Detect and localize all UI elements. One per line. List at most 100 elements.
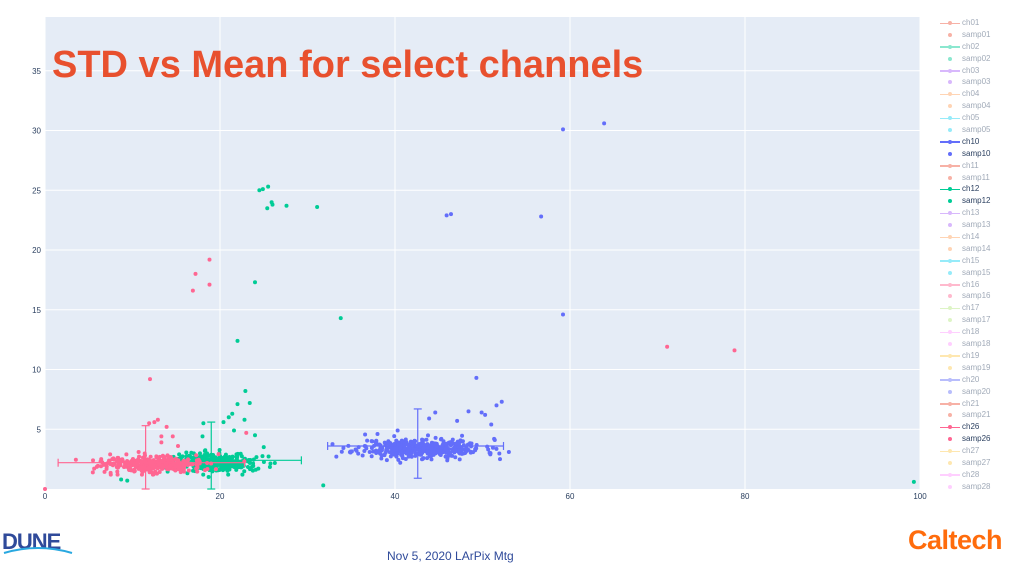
legend-item-ch10[interactable]: ch10 <box>936 136 1024 148</box>
legend-item-samp12[interactable]: samp12 <box>936 195 1024 207</box>
legend-symbol-icon <box>938 148 960 160</box>
legend-item-ch02[interactable]: ch02 <box>936 41 1024 53</box>
legend-symbol-icon <box>938 338 960 350</box>
legend-item-ch13[interactable]: ch13 <box>936 207 1024 219</box>
legend-item-samp20[interactable]: samp20 <box>936 386 1024 398</box>
legend-item-samp21[interactable]: samp21 <box>936 409 1024 421</box>
legend-item-samp03[interactable]: samp03 <box>936 76 1024 88</box>
data-point <box>468 441 473 446</box>
legend-item-ch27[interactable]: ch27 <box>936 445 1024 457</box>
data-point <box>561 312 565 317</box>
legend-item-ch21[interactable]: ch21 <box>936 398 1024 410</box>
data-point <box>108 452 113 457</box>
data-point <box>207 282 212 287</box>
legend-symbol-icon <box>938 17 960 29</box>
data-point <box>217 447 222 452</box>
legend-symbol-icon <box>938 469 960 481</box>
caltech-logo: Caltech <box>908 525 1003 555</box>
data-point <box>396 457 401 462</box>
legend-item-samp13[interactable]: samp13 <box>936 219 1024 231</box>
legend-item-samp02[interactable]: samp02 <box>936 53 1024 65</box>
data-point <box>315 204 320 209</box>
data-point <box>732 348 737 353</box>
legend-item-ch04[interactable]: ch04 <box>936 88 1024 100</box>
legend-item-samp10[interactable]: samp10 <box>936 148 1024 160</box>
legend[interactable]: ch01 samp01 ch02 samp02 ch03 samp03 ch04 samp04… <box>936 17 1024 490</box>
legend-item-ch20[interactable]: ch20 <box>936 374 1024 386</box>
legend-label: samp20 <box>962 386 991 396</box>
legend-item-samp14[interactable]: samp14 <box>936 243 1024 255</box>
legend-item-samp28[interactable]: samp28 <box>936 481 1024 490</box>
legend-item-ch14[interactable]: ch14 <box>936 231 1024 243</box>
legend-item-ch03[interactable]: ch03 <box>936 65 1024 77</box>
data-point <box>457 448 462 453</box>
data-point <box>261 445 266 450</box>
legend-item-samp19[interactable]: samp19 <box>936 362 1024 374</box>
data-point <box>91 458 96 463</box>
data-point <box>494 446 499 451</box>
legend-label: ch02 <box>962 41 980 51</box>
legend-item-samp04[interactable]: samp04 <box>936 100 1024 112</box>
data-point <box>474 446 479 451</box>
data-point <box>369 439 374 444</box>
legend-item-samp15[interactable]: samp15 <box>936 267 1024 279</box>
legend-item-ch19[interactable]: ch19 <box>936 350 1024 362</box>
legend-label: ch03 <box>962 65 980 75</box>
data-point <box>155 466 160 471</box>
legend-item-samp16[interactable]: samp16 <box>936 290 1024 302</box>
data-point <box>157 462 162 467</box>
legend-item-ch18[interactable]: ch18 <box>936 326 1024 338</box>
data-point <box>189 450 194 455</box>
legend-item-ch16[interactable]: ch16 <box>936 279 1024 291</box>
legend-item-samp11[interactable]: samp11 <box>936 172 1024 184</box>
mean-marker <box>415 443 420 449</box>
data-point <box>221 420 226 425</box>
data-point <box>449 212 453 217</box>
data-point <box>245 465 250 470</box>
legend-item-ch26[interactable]: ch26 <box>936 421 1024 433</box>
legend-item-samp01[interactable]: samp01 <box>936 29 1024 41</box>
data-point <box>159 440 164 445</box>
data-point <box>371 449 376 454</box>
legend-item-ch01[interactable]: ch01 <box>936 17 1024 29</box>
y-tick-label: 30 <box>32 127 41 136</box>
data-point <box>95 463 100 468</box>
legend-item-ch12[interactable]: ch12 <box>936 183 1024 195</box>
data-point <box>383 450 388 455</box>
legend-item-ch17[interactable]: ch17 <box>936 302 1024 314</box>
legend-item-ch05[interactable]: ch05 <box>936 112 1024 124</box>
data-point <box>225 456 230 461</box>
data-point <box>497 451 502 456</box>
data-point <box>197 451 202 456</box>
data-point <box>115 469 120 474</box>
legend-symbol-icon <box>938 231 960 243</box>
legend-symbol-icon <box>938 88 960 100</box>
legend-symbol-icon <box>938 457 960 469</box>
data-point <box>147 466 152 471</box>
data-point <box>413 447 418 452</box>
footer-date: Nov 5, 2020 LArPix Mtg <box>387 549 514 563</box>
data-point <box>239 465 244 470</box>
legend-item-samp26[interactable]: samp26 <box>936 433 1024 445</box>
legend-item-ch15[interactable]: ch15 <box>936 255 1024 267</box>
series-ch10 <box>327 408 505 479</box>
data-point <box>193 271 198 276</box>
legend-label: ch05 <box>962 113 980 123</box>
legend-item-ch11[interactable]: ch11 <box>936 160 1024 172</box>
data-point <box>338 316 343 321</box>
legend-item-samp05[interactable]: samp05 <box>936 124 1024 136</box>
data-point <box>445 450 450 455</box>
data-point <box>253 433 257 438</box>
data-point <box>464 446 469 451</box>
legend-item-ch28[interactable]: ch28 <box>936 469 1024 481</box>
legend-item-samp27[interactable]: samp27 <box>936 457 1024 469</box>
data-point <box>398 446 403 451</box>
data-point <box>152 420 157 425</box>
data-point <box>392 441 397 446</box>
data-point <box>244 430 249 435</box>
legend-item-samp18[interactable]: samp18 <box>936 338 1024 350</box>
y-tick-label: 5 <box>37 425 42 434</box>
data-point <box>419 457 424 462</box>
legend-item-samp17[interactable]: samp17 <box>936 314 1024 326</box>
data-point <box>230 411 235 416</box>
